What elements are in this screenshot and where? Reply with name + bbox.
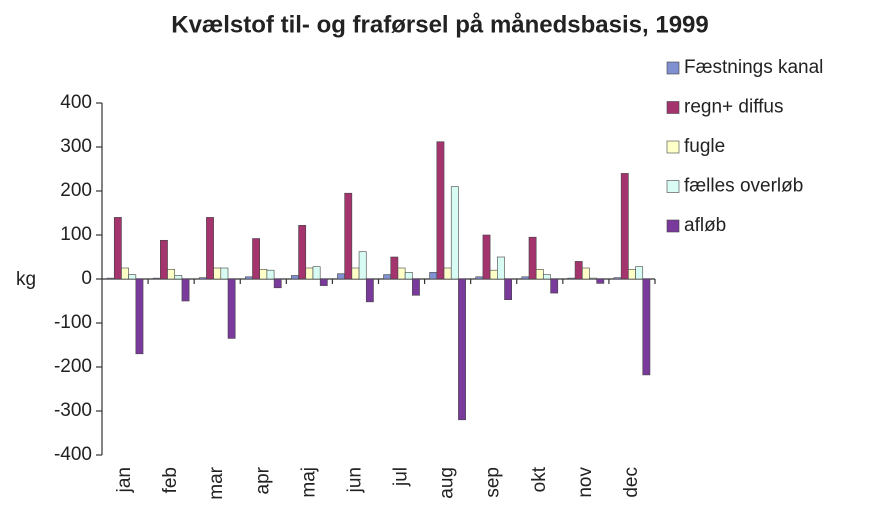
bar — [337, 273, 345, 280]
legend-swatch — [666, 140, 680, 154]
bar — [489, 269, 498, 280]
bar — [121, 267, 129, 280]
legend-swatch — [666, 101, 680, 114]
y-tick-label: 200 — [60, 180, 92, 201]
bar — [206, 217, 214, 280]
bar — [220, 267, 229, 280]
legend-swatch — [666, 61, 680, 75]
bar — [167, 269, 176, 280]
bar — [642, 278, 651, 376]
bar — [213, 267, 222, 280]
legend-label: fugle — [684, 136, 725, 157]
y-tick-label: 300 — [60, 136, 92, 157]
bar — [390, 256, 399, 280]
bar — [458, 278, 466, 421]
x-tick-label: nov — [575, 467, 596, 498]
x-tick-label: mar — [206, 466, 227, 499]
x-tick-label: dec — [621, 467, 642, 498]
bar — [128, 274, 137, 280]
bar — [351, 267, 360, 280]
bar — [528, 236, 537, 280]
y-tick-label: -100 — [54, 312, 92, 333]
bar — [113, 217, 122, 280]
y-tick-label: -200 — [54, 356, 92, 377]
bar — [152, 277, 161, 280]
y-tick-label: 0 — [81, 268, 92, 289]
x-tick-label: okt — [529, 466, 550, 492]
bar — [429, 272, 438, 280]
bar — [497, 256, 505, 280]
bar — [227, 278, 236, 339]
x-tick-label: apr — [252, 466, 273, 494]
legend-swatch — [666, 219, 680, 233]
chart-title: Kvælstof til- og fraførsel på månedsbasi… — [171, 11, 709, 38]
bar — [596, 278, 605, 284]
bar — [291, 275, 299, 280]
y-tick-label: -400 — [54, 444, 92, 465]
bar — [628, 269, 636, 280]
bar — [365, 278, 374, 303]
bar — [450, 186, 459, 280]
bar — [266, 269, 275, 280]
bar — [535, 269, 544, 280]
bar — [550, 278, 559, 294]
bar — [160, 239, 168, 280]
bar — [613, 277, 622, 280]
bar — [436, 141, 445, 280]
x-tick-label: maj — [298, 467, 319, 498]
bar — [298, 225, 307, 280]
bar — [259, 269, 268, 280]
x-tick-label: feb — [160, 467, 181, 493]
x-tick-label: sep — [483, 467, 504, 498]
bar — [174, 275, 183, 280]
bar — [383, 274, 392, 280]
bar — [344, 192, 353, 280]
bar — [198, 277, 207, 280]
bar — [589, 277, 597, 280]
bar — [443, 267, 452, 280]
bar — [305, 267, 314, 280]
bar — [567, 277, 576, 280]
bar — [620, 173, 629, 280]
bar — [412, 278, 420, 296]
bar — [635, 266, 644, 280]
bar — [181, 278, 190, 302]
x-tick-label: jul — [391, 467, 412, 487]
bar — [397, 267, 406, 280]
bar — [482, 234, 491, 280]
x-tick-label: jan — [114, 467, 135, 493]
y-axis-label: kg — [16, 269, 36, 290]
bar — [135, 278, 144, 355]
legend-label: fælles overløb — [684, 176, 803, 197]
bar — [504, 278, 513, 300]
legend-swatch — [666, 180, 680, 193]
y-tick-label: 100 — [60, 224, 92, 245]
bar — [106, 277, 115, 280]
bar — [581, 267, 590, 280]
bar — [252, 238, 260, 280]
bar — [404, 272, 413, 280]
bar — [273, 278, 282, 289]
y-tick-label: -300 — [54, 400, 92, 421]
bar — [574, 261, 583, 280]
bar — [521, 276, 530, 280]
y-tick-label: 400 — [60, 92, 92, 113]
legend-label: afløb — [684, 215, 726, 236]
x-tick-label: aug — [437, 467, 458, 499]
legend-label: Fæstnings kanal — [684, 57, 823, 78]
bar — [319, 278, 328, 286]
bar — [543, 274, 551, 280]
bar — [312, 266, 321, 280]
bar — [244, 276, 253, 280]
bar — [475, 276, 484, 280]
x-tick-label: jun — [344, 467, 365, 493]
bar — [358, 251, 367, 280]
legend-label: regn+ diffus — [684, 97, 783, 118]
